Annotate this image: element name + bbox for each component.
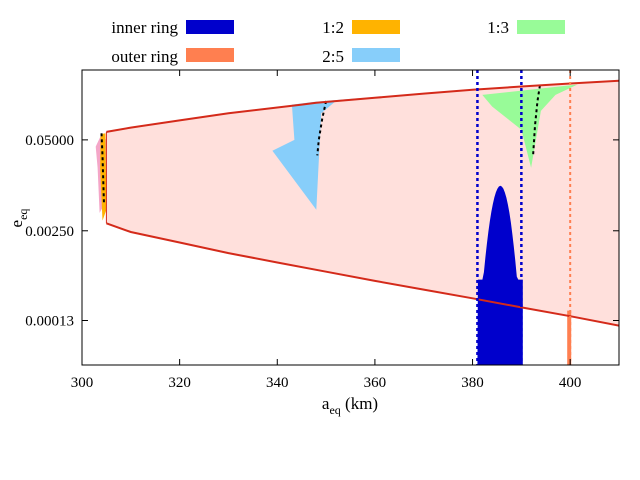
- x-axis-ticks: 300 320 340 360 380 400: [71, 70, 582, 391]
- y-axis-label-var: e: [7, 220, 26, 228]
- y-tick-label: 0.05000: [25, 133, 74, 149]
- outer-ring-bar: [567, 310, 572, 365]
- x-axis-label-sub: eq: [329, 403, 340, 417]
- upper-boundary-line: [106, 79, 619, 133]
- resonance-1-3-centerline: [532, 85, 541, 156]
- legend-label-inner-ring: inner ring: [111, 18, 178, 37]
- x-axis-label: aeq (km): [322, 394, 378, 417]
- legend: inner ring outer ring 1:2 2:5 1:3: [111, 18, 565, 66]
- y-tick-label: 0.00013: [25, 314, 74, 330]
- x-axis-label-unit: (km): [341, 394, 378, 413]
- x-tick-label: 400: [559, 375, 582, 391]
- x-tick-label: 380: [461, 375, 484, 391]
- x-tick-label: 360: [364, 375, 387, 391]
- plot-area: [95, 70, 619, 365]
- x-tick-label: 340: [266, 375, 289, 391]
- inner-ring-region: [477, 185, 523, 365]
- legend-swatch-1-2: [352, 20, 400, 34]
- y-axis-label-sub: eq: [16, 209, 30, 220]
- plot-frame: [81, 69, 620, 366]
- legend-swatch-outer-ring: [186, 48, 234, 62]
- legend-label-1-2: 1:2: [322, 18, 344, 37]
- resonance-2-5-region: [272, 97, 366, 210]
- legend-label-1-3: 1:3: [487, 18, 509, 37]
- legend-swatch-1-3: [517, 20, 565, 34]
- y-tick-label: 0.00250: [25, 224, 74, 240]
- legend-swatch-2-5: [352, 48, 400, 62]
- resonance-1-2-centerline: [100, 133, 105, 205]
- y-axis-ticks: 0.05000 0.00250 0.00013: [25, 133, 619, 330]
- y-axis-label: eeq: [7, 209, 30, 228]
- x-tick-label: 320: [168, 375, 191, 391]
- x-axis-label-var: a: [322, 394, 330, 413]
- legend-label-2-5: 2:5: [322, 47, 344, 66]
- x-tick-label: 300: [71, 375, 94, 391]
- lower-boundary-line: [106, 222, 619, 327]
- legend-swatch-inner-ring: [186, 20, 234, 34]
- legend-label-outer-ring: outer ring: [111, 47, 178, 66]
- resonance-1-3-region: [482, 84, 578, 168]
